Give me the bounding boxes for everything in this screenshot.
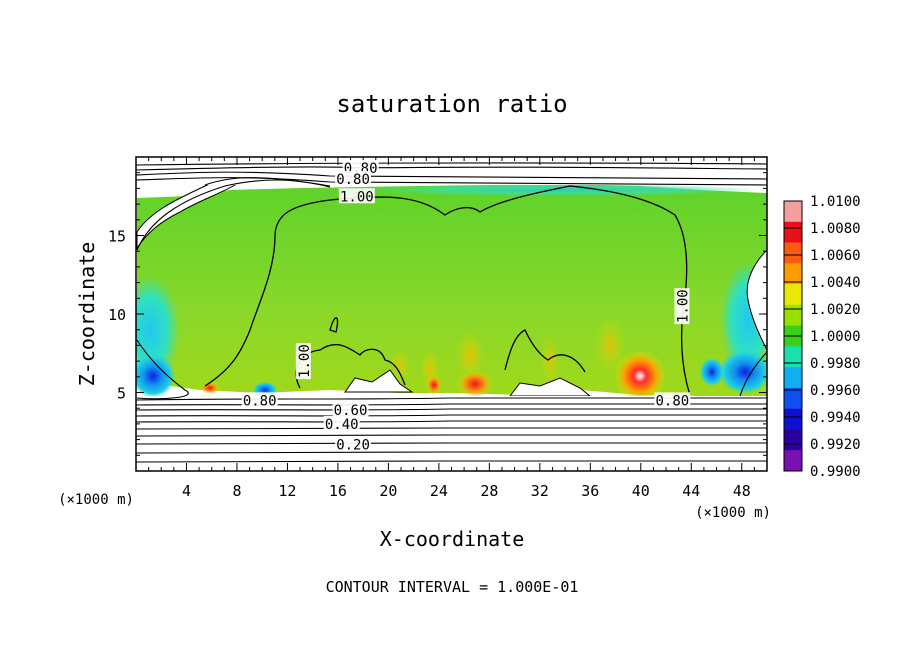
cool-top-band <box>360 184 760 196</box>
x-tick-label: 40 <box>632 482 650 500</box>
svg-text:0.80: 0.80 <box>243 393 277 409</box>
colorbar-swatch <box>784 221 802 244</box>
contour-label: 0.80 <box>654 392 691 409</box>
svg-text:0.60: 0.60 <box>334 403 368 419</box>
svg-text:0.20: 0.20 <box>336 437 370 453</box>
colorbar-label: 1.0020 <box>810 302 861 318</box>
x-axis-ticks: 4 8 12 16 20 24 28 32 36 40 44 48 <box>148 157 755 500</box>
colorbar-swatch <box>784 263 802 285</box>
contour-labels: 0.800.801.001.001.000.80 0.800.600.400.20 <box>241 159 691 453</box>
x-tick-label: 32 <box>531 482 549 500</box>
hot-spot-22 <box>426 375 442 395</box>
colorbar-swatch <box>784 367 802 389</box>
colorbar-swatch <box>784 284 802 306</box>
plot-area <box>136 157 767 471</box>
y-axis-ticks: 5 10 15 <box>108 172 767 456</box>
contour-label: 0.20 <box>335 436 372 453</box>
svg-text:1.00: 1.00 <box>675 289 691 323</box>
svg-text:1.00: 1.00 <box>297 344 313 378</box>
contour-label: 1.00 <box>338 188 375 205</box>
cool-spot-mid <box>700 358 724 386</box>
svg-text:1.00: 1.00 <box>340 189 374 205</box>
x-axis-label: X-coordinate <box>380 527 525 551</box>
colorbar-label: 1.0060 <box>810 248 861 264</box>
x-tick-label: 20 <box>379 482 397 500</box>
svg-text:0.40: 0.40 <box>325 417 359 433</box>
colorbar-label: 0.9960 <box>810 383 861 399</box>
x-tick-label: 4 <box>182 482 191 500</box>
colorbar-label: 1.0040 <box>810 275 861 291</box>
colorbar-swatch <box>784 408 802 430</box>
hot-spot-6 <box>200 382 220 394</box>
colorbar-swatch <box>784 450 802 472</box>
x-tick-label: 28 <box>480 482 498 500</box>
contour-label: 0.80 <box>335 170 372 188</box>
hot-spot-26 <box>457 370 493 398</box>
warm-spot-5 <box>390 347 410 383</box>
x-tick-label: 8 <box>232 482 241 500</box>
colorbar-label: 0.9900 <box>810 464 861 480</box>
contour-interval-note: CONTOUR INTERVAL = 1.000E-01 <box>326 578 579 596</box>
white-patch-right <box>746 249 767 351</box>
colorbar-label: 0.9920 <box>810 437 861 453</box>
contour-label: 0.60 <box>332 401 369 419</box>
x-unit-note: (×1000 m) <box>695 505 771 521</box>
y-unit-note: (×1000 m) <box>58 492 134 508</box>
hot-spot-40 <box>614 350 666 402</box>
y-tick-label: 5 <box>117 385 126 403</box>
x-tick-label: 12 <box>278 482 296 500</box>
y-axis-label: Z-coordinate <box>75 242 99 387</box>
svg-text:0.80: 0.80 <box>655 393 689 409</box>
warm-spot-1 <box>456 330 484 380</box>
contour-label: 1.00 <box>295 343 313 380</box>
colorbar-label: 0.9940 <box>810 410 861 426</box>
colorbar-label: 1.0080 <box>810 221 861 237</box>
upper-contours <box>136 162 767 251</box>
colorbar-swatch <box>784 429 802 451</box>
chart-title: saturation ratio <box>336 90 567 118</box>
y-tick-label: 15 <box>108 228 126 246</box>
svg-text:0.80: 0.80 <box>336 172 370 188</box>
x-tick-label: 48 <box>733 482 751 500</box>
x-tick-label: 44 <box>682 482 700 500</box>
cool-spot-left <box>136 354 175 398</box>
contour-label: 0.40 <box>323 415 360 433</box>
colorbar-label: 1.0100 <box>810 194 861 210</box>
x-tick-label: 24 <box>430 482 448 500</box>
white-patch-bottom-mid <box>344 369 414 393</box>
x-tick-label: 36 <box>581 482 599 500</box>
contour-label: 1.00 <box>674 288 691 325</box>
upper-band <box>136 157 767 185</box>
colorbar-swatch <box>784 346 802 368</box>
colorbar-swatch <box>784 242 802 264</box>
colorbar-label: 1.0000 <box>810 329 861 345</box>
colorbar-swatch <box>784 304 802 327</box>
colorbar: 1.0100 1.0080 1.0060 1.0040 1.0020 1.0000 0.99… <box>783 194 861 480</box>
warm-spot-3 <box>594 315 626 375</box>
cool-spot-right <box>719 350 767 394</box>
contour-label: 0.80 <box>241 392 278 409</box>
warm-spot-4 <box>540 335 560 385</box>
colorbar-swatch <box>784 387 802 410</box>
colorbar-label: 0.9980 <box>810 356 861 372</box>
y-tick-label: 10 <box>108 306 126 324</box>
x-tick-label: 16 <box>329 482 347 500</box>
colorbar-swatch <box>784 201 802 223</box>
contour-1-00 <box>204 185 691 396</box>
